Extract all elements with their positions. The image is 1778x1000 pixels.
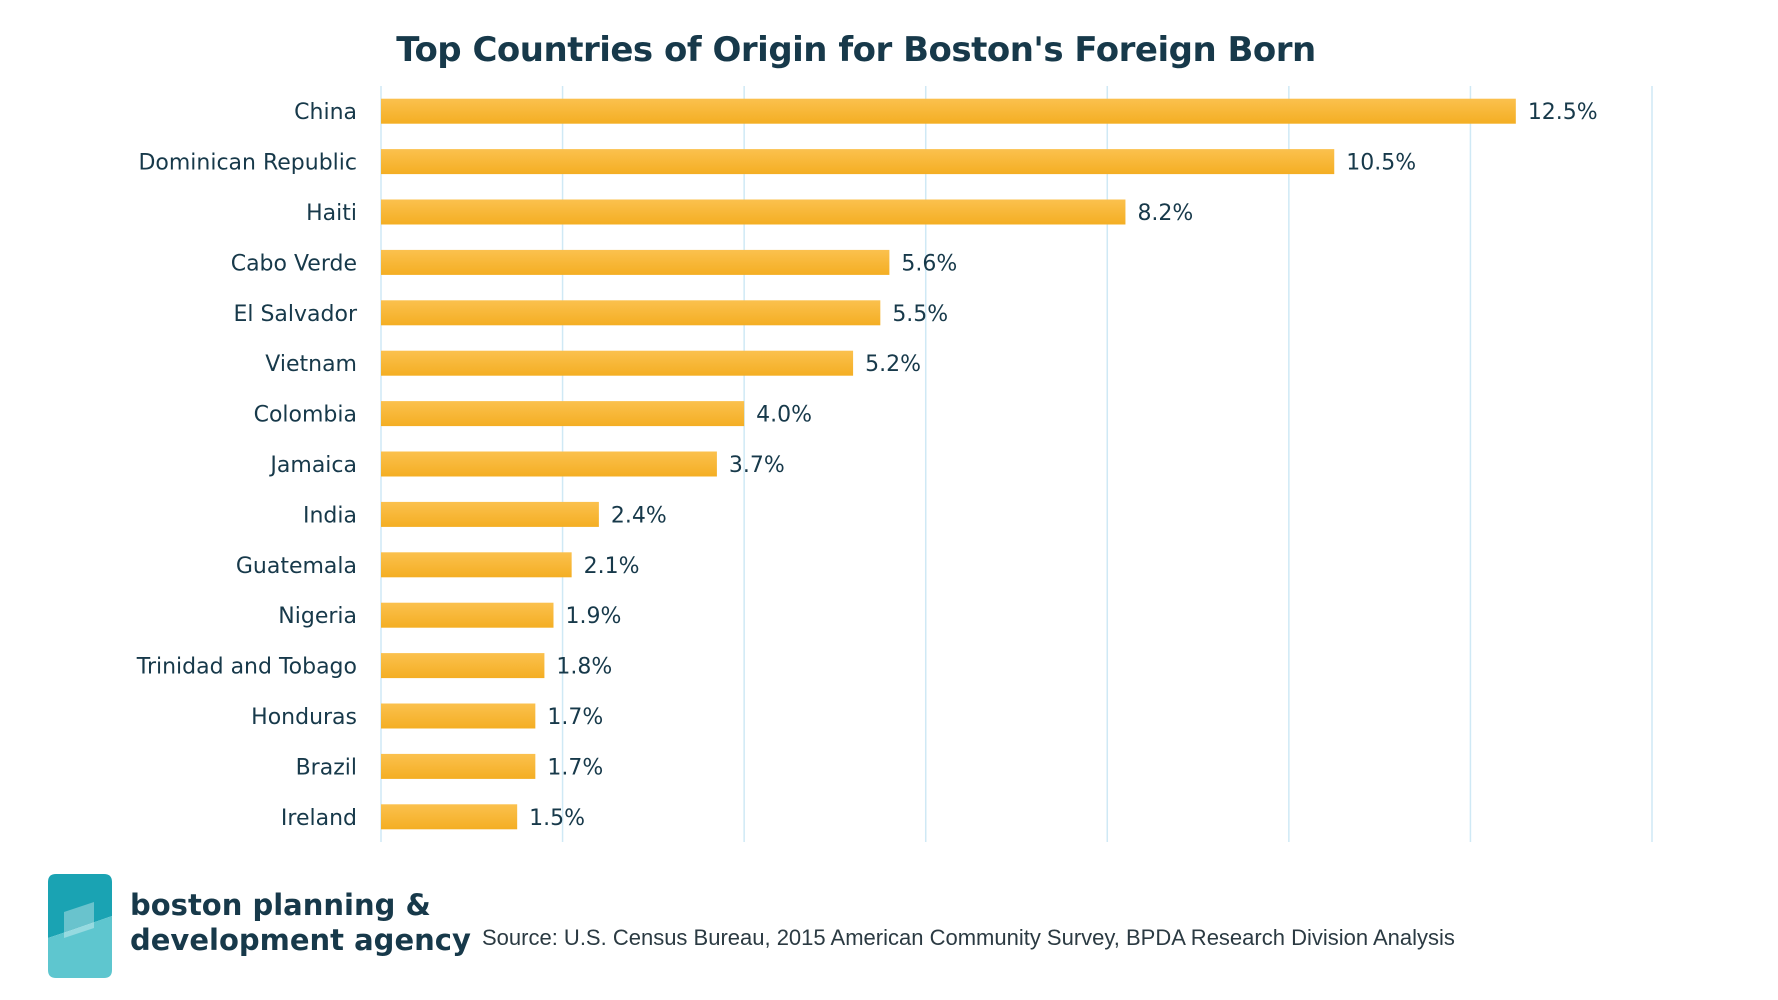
bar-honduras: [381, 703, 536, 729]
bar-vietnam: [381, 350, 854, 376]
category-label: Jamaica: [268, 453, 357, 478]
bpda-logo-text: boston planning & development agency: [130, 888, 471, 958]
value-label: 8.2%: [1137, 201, 1193, 226]
category-label: China: [294, 100, 357, 125]
category-label: Dominican Republic: [138, 151, 357, 176]
chart-title: Top Countries of Origin for Boston's For…: [396, 30, 1316, 70]
value-label: 1.7%: [547, 705, 603, 730]
bar-china: [381, 98, 1516, 124]
category-label: Cabo Verde: [231, 251, 357, 276]
bar-india: [381, 501, 599, 527]
value-label: 4.0%: [756, 403, 812, 428]
category-labels: China Dominican Republic Haiti Cabo Verde El…: [136, 100, 358, 831]
bar-guatemala: [381, 552, 572, 578]
category-label: India: [303, 503, 357, 528]
bar-cabo-verde: [381, 249, 890, 275]
category-label: Guatemala: [236, 554, 357, 579]
category-label: Brazil: [296, 755, 357, 780]
bpda-logo-icon: [48, 874, 112, 978]
bar-brazil: [381, 753, 536, 779]
bar-haiti: [381, 199, 1126, 225]
category-label: Colombia: [254, 403, 357, 428]
value-label: 2.4%: [611, 503, 667, 528]
value-label: 12.5%: [1528, 100, 1598, 125]
value-label: 1.7%: [547, 755, 603, 780]
category-label: Nigeria: [278, 604, 357, 629]
logo-line-2: development agency: [130, 923, 471, 957]
value-label: 2.1%: [584, 554, 640, 579]
category-label: Haiti: [306, 201, 357, 226]
source-note: Source: U.S. Census Bureau, 2015 America…: [482, 925, 1455, 950]
bar-jamaica: [381, 451, 717, 477]
logo-line-1: boston planning &: [130, 888, 431, 922]
value-label: 5.2%: [865, 352, 921, 377]
bar-dominican-republic: [381, 149, 1335, 175]
category-label: El Salvador: [233, 302, 357, 327]
bar-colombia: [381, 401, 745, 427]
category-label: Vietnam: [265, 352, 357, 377]
category-label: Honduras: [251, 705, 357, 730]
value-label: 5.6%: [901, 251, 957, 276]
value-label: 10.5%: [1346, 151, 1416, 176]
value-label: 3.7%: [729, 453, 785, 478]
bars: [381, 98, 1516, 830]
bar-nigeria: [381, 602, 554, 628]
bar-ireland: [381, 804, 518, 830]
value-label: 1.5%: [529, 806, 585, 831]
category-label: Trinidad and Tobago: [136, 655, 357, 680]
bar-el-salvador: [381, 300, 881, 326]
value-label: 1.8%: [556, 655, 612, 680]
bar-trinidad-and-tobago: [381, 653, 545, 679]
value-label: 1.9%: [565, 604, 621, 629]
bar-chart: China Dominican Republic Haiti Cabo Verde El…: [136, 86, 1653, 842]
category-label: Ireland: [281, 806, 357, 831]
value-label: 5.5%: [892, 302, 948, 327]
value-labels: 12.5% 10.5% 8.2% 5.6% 5.5% 5.2% 4.0% 3.7% 2.4% 2.…: [529, 100, 1598, 831]
